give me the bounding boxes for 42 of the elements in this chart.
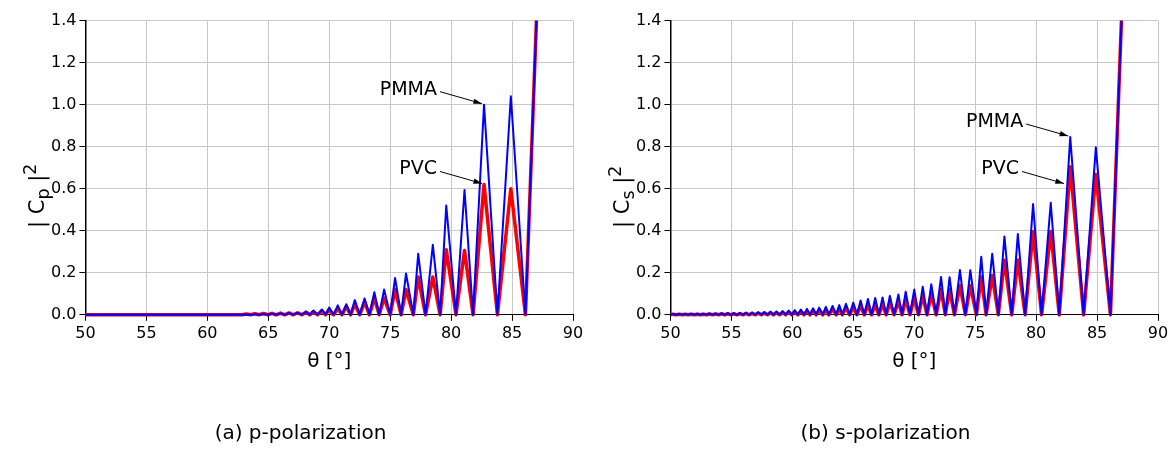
x-tick-label: 65	[258, 322, 279, 342]
x-tick-label: 80	[1025, 322, 1047, 342]
x-tick-label: 85	[501, 322, 523, 342]
y-tick-label: 1.2	[635, 51, 662, 71]
y-tick-label: 0.6	[635, 177, 662, 197]
x-tick-label: 70	[319, 322, 340, 342]
annotation: PMMA	[965, 108, 1024, 131]
x-tick-label: 80	[440, 322, 462, 342]
y-tick-label: 0.8	[635, 135, 662, 155]
annotation: PVC	[399, 156, 438, 179]
x-tick-label: 90	[1147, 322, 1169, 342]
y-tick-label: 0.0	[50, 303, 77, 323]
y-tick-label: 1.0	[635, 93, 662, 113]
x-tick-label: 70	[904, 322, 925, 342]
y-tick-label: 1.4	[50, 9, 77, 29]
x-tick-label: 65	[843, 322, 864, 342]
text: (a) p-polarization	[213, 420, 388, 444]
x-tick-label: 90	[562, 322, 584, 342]
annotation: PVC	[981, 156, 1019, 179]
y-tick-label: 0.2	[635, 261, 662, 281]
x-tick-label: 75	[964, 322, 986, 342]
y-tick-label: 0.0	[635, 303, 662, 323]
text: (b) s-polarization	[799, 420, 972, 444]
x-tick-label: 60	[782, 322, 803, 342]
y-tick-label: 0.2	[50, 261, 77, 281]
x-axis-title: θ [°]	[307, 348, 352, 373]
x-axis-title: θ [°]	[892, 348, 937, 373]
x-tick-label: 50	[660, 322, 681, 342]
y-tick-label: 1.0	[50, 93, 77, 113]
y-tick-label: 1.4	[635, 9, 662, 29]
y-tick-label: 0.4	[635, 219, 662, 239]
y-tick-label: 1.2	[50, 51, 77, 71]
annotation: PMMA	[379, 76, 438, 99]
y-tick-label: 0.6	[50, 177, 77, 197]
y-tick-label: 0.8	[50, 135, 77, 155]
x-tick-label: 50	[75, 322, 96, 342]
x-tick-label: 55	[136, 322, 157, 342]
x-tick-label: 60	[197, 322, 218, 342]
x-tick-label: 75	[379, 322, 401, 342]
x-tick-label: 85	[1086, 322, 1108, 342]
x-tick-label: 55	[721, 322, 742, 342]
y-tick-label: 0.4	[50, 219, 77, 239]
